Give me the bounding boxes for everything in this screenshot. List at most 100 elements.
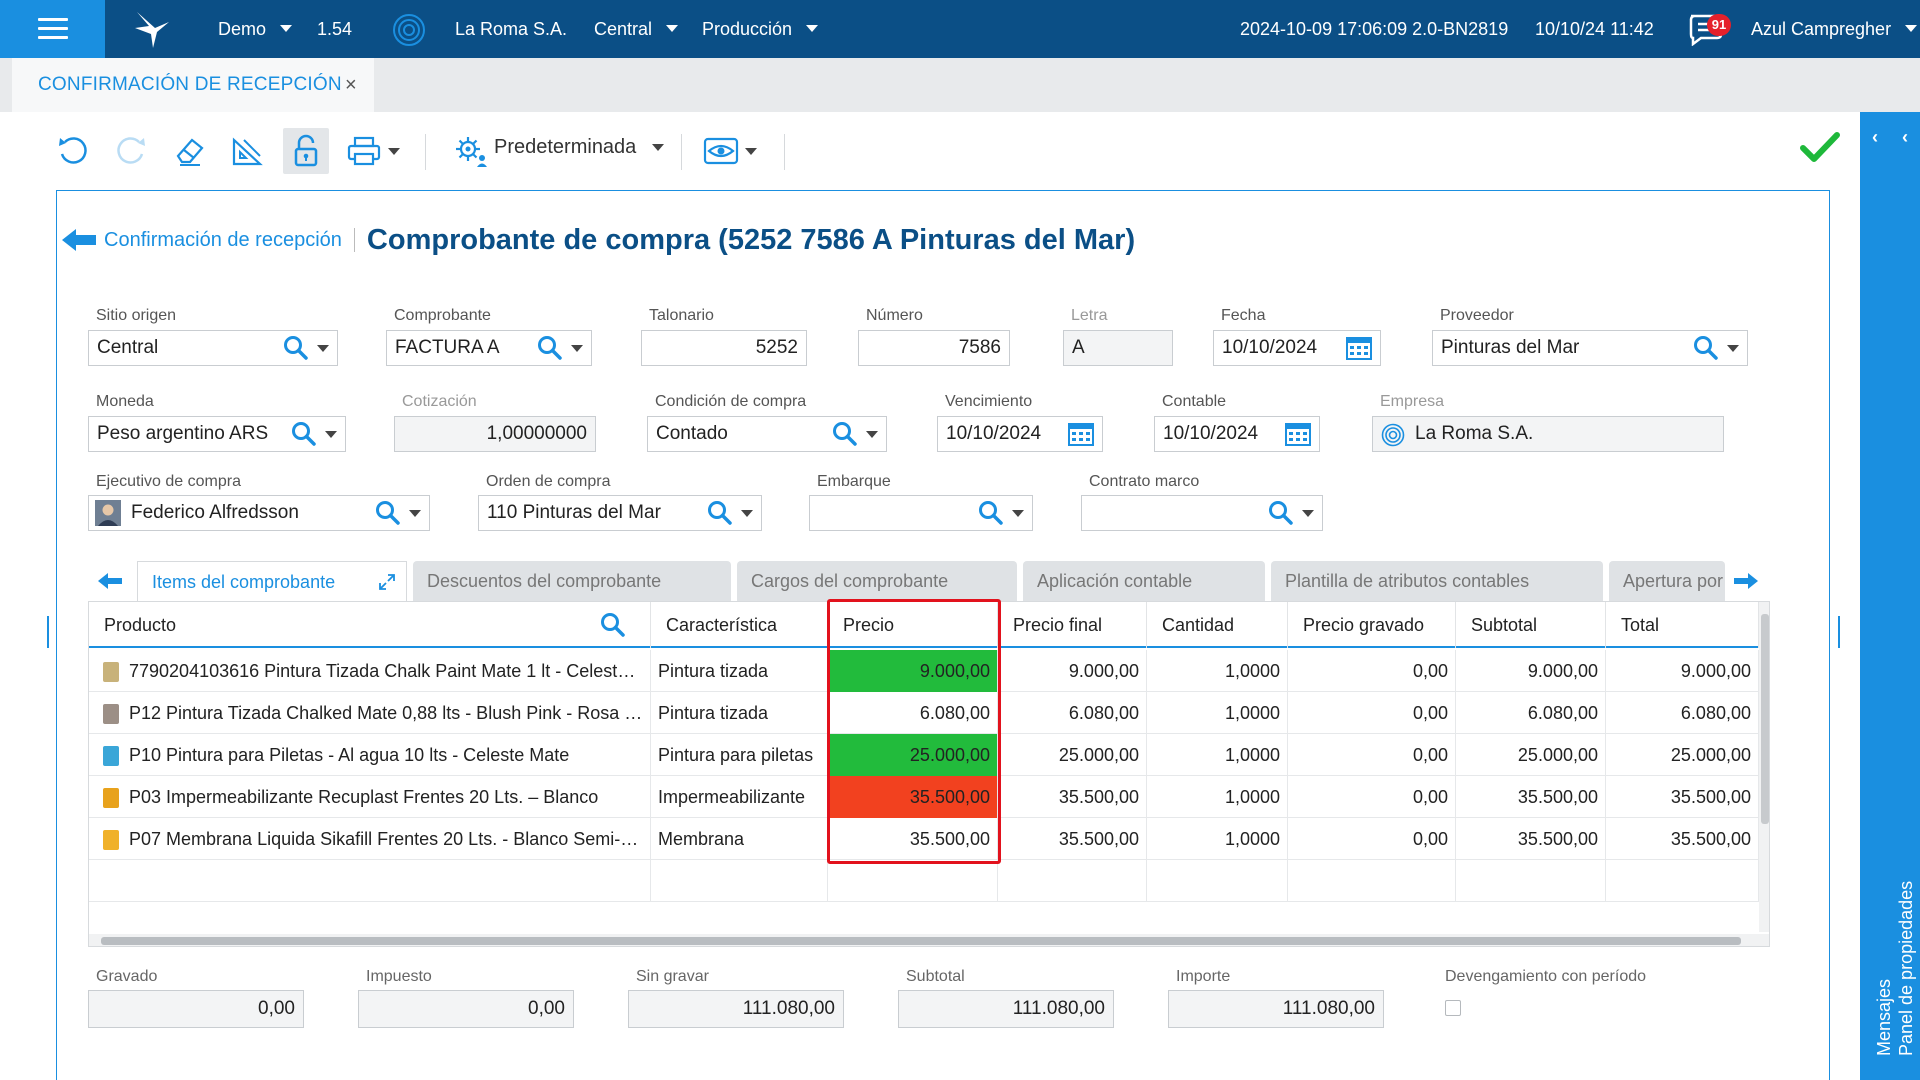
cell-cantidad[interactable]: 1,0000 bbox=[1147, 734, 1288, 776]
site-selector[interactable]: Central bbox=[594, 0, 679, 58]
tabs-scroll-right-button[interactable] bbox=[1724, 561, 1768, 601]
cell-total[interactable]: 25.000,00 bbox=[1606, 734, 1759, 776]
tab-cargos[interactable]: Cargos del comprobante bbox=[737, 561, 1017, 601]
chevron-down-icon[interactable] bbox=[325, 430, 337, 438]
chevron-down-icon[interactable] bbox=[741, 509, 753, 517]
vencimiento-field[interactable]: 10/10/2024 bbox=[937, 416, 1103, 452]
cell-precio[interactable]: 25.000,00 bbox=[828, 734, 998, 776]
tab-items[interactable]: Items del comprobante bbox=[137, 561, 407, 601]
cell-caracteristica[interactable]: Impermeabilizante bbox=[651, 776, 828, 818]
chevron-down-icon[interactable] bbox=[409, 509, 421, 517]
visibility-button[interactable] bbox=[703, 128, 765, 174]
cell-cantidad[interactable]: 1,0000 bbox=[1147, 650, 1288, 692]
cell-total[interactable]: 35.500,00 bbox=[1606, 776, 1759, 818]
cell-producto[interactable]: 7790204103616 Pintura Tizada Chalk Paint… bbox=[89, 650, 651, 692]
horizontal-scrollbar[interactable] bbox=[89, 934, 1769, 946]
messages-panel-tab[interactable]: Mensajes bbox=[1874, 978, 1894, 1056]
redo-button[interactable] bbox=[108, 128, 154, 174]
cell-precio-gravado[interactable]: 0,00 bbox=[1288, 734, 1456, 776]
condicion-field[interactable]: Contado bbox=[647, 416, 887, 452]
table-row[interactable]: P12 Pintura Tizada Chalked Mate 0,88 lts… bbox=[89, 692, 1759, 734]
cell-precio[interactable]: 35.500,00 bbox=[828, 818, 998, 860]
search-icon[interactable] bbox=[1693, 335, 1719, 361]
contrato-field[interactable] bbox=[1081, 495, 1323, 531]
cell-total[interactable]: 9.000,00 bbox=[1606, 650, 1759, 692]
proveedor-field[interactable]: Pinturas del Mar bbox=[1432, 330, 1748, 366]
cell-caracteristica[interactable]: Membrana bbox=[651, 818, 828, 860]
table-row[interactable]: P07 Membrana Liquida Sikafill Frentes 20… bbox=[89, 818, 1759, 860]
contable-field[interactable]: 10/10/2024 bbox=[1154, 416, 1320, 452]
properties-side-panel[interactable]: ‹ ‹ Mensajes Panel de propiedades bbox=[1860, 112, 1920, 1080]
calendar-icon[interactable] bbox=[1346, 335, 1372, 361]
breadcrumb-link[interactable]: Confirmación de recepción bbox=[104, 228, 342, 251]
chevron-down-icon[interactable] bbox=[866, 430, 878, 438]
cell-cantidad[interactable]: 1,0000 bbox=[1147, 818, 1288, 860]
cell-caracteristica[interactable] bbox=[651, 860, 828, 902]
table-row-empty[interactable] bbox=[89, 860, 1759, 902]
expand-icon[interactable] bbox=[378, 573, 396, 591]
cell-precio-gravado[interactable]: 0,00 bbox=[1288, 776, 1456, 818]
search-icon[interactable] bbox=[283, 335, 309, 361]
right-resize-handle[interactable] bbox=[1838, 616, 1840, 648]
column-header-subtotal[interactable]: Subtotal bbox=[1456, 602, 1606, 648]
undo-button[interactable] bbox=[50, 128, 96, 174]
cell-precio-gravado[interactable] bbox=[1288, 860, 1456, 902]
talonario-field[interactable]: 5252 bbox=[641, 330, 807, 366]
cell-precio-final[interactable]: 35.500,00 bbox=[998, 818, 1147, 860]
cell-producto[interactable] bbox=[89, 860, 651, 902]
cell-caracteristica[interactable]: Pintura tizada bbox=[651, 692, 828, 734]
orden-field[interactable]: 110 Pinturas del Mar bbox=[478, 495, 762, 531]
cell-precio[interactable]: 35.500,00 bbox=[828, 776, 998, 818]
column-header-precio-final[interactable]: Precio final bbox=[998, 602, 1147, 648]
cell-producto[interactable]: P10 Pintura para Piletas - Al agua 10 lt… bbox=[89, 734, 651, 776]
cell-subtotal[interactable]: 35.500,00 bbox=[1456, 818, 1606, 860]
eraser-button[interactable] bbox=[166, 128, 212, 174]
user-menu[interactable]: Azul Campregher bbox=[1751, 0, 1918, 58]
column-header-total[interactable]: Total bbox=[1606, 602, 1759, 648]
search-icon[interactable] bbox=[832, 421, 858, 447]
devengamiento-checkbox[interactable] bbox=[1445, 1000, 1461, 1016]
cell-producto[interactable]: P07 Membrana Liquida Sikafill Frentes 20… bbox=[89, 818, 651, 860]
organization-name[interactable]: La Roma S.A. bbox=[455, 19, 568, 39]
left-resize-handle[interactable] bbox=[47, 616, 49, 648]
cell-precio-final[interactable]: 6.080,00 bbox=[998, 692, 1147, 734]
document-tab[interactable]: CONFIRMACIÓN DE RECEPCIÓN × bbox=[12, 58, 374, 112]
side-panel-toggles[interactable]: ‹ ‹ bbox=[1860, 122, 1920, 152]
print-button[interactable] bbox=[346, 128, 406, 174]
tabs-scroll-left-button[interactable] bbox=[88, 561, 132, 601]
cell-precio-final[interactable]: 9.000,00 bbox=[998, 650, 1147, 692]
cell-cantidad[interactable] bbox=[1147, 860, 1288, 902]
tab-aplicacion-contable[interactable]: Aplicación contable bbox=[1023, 561, 1265, 601]
cell-cantidad[interactable]: 1,0000 bbox=[1147, 776, 1288, 818]
cell-subtotal[interactable]: 6.080,00 bbox=[1456, 692, 1606, 734]
cell-cantidad[interactable]: 1,0000 bbox=[1147, 692, 1288, 734]
cell-subtotal[interactable]: 9.000,00 bbox=[1456, 650, 1606, 692]
company-selector[interactable]: Demo bbox=[218, 0, 293, 58]
search-icon[interactable] bbox=[1268, 500, 1294, 526]
numero-field[interactable]: 7586 bbox=[858, 330, 1010, 366]
ejecutivo-field[interactable]: Federico Alfredsson bbox=[88, 495, 430, 531]
table-row[interactable]: P10 Pintura para Piletas - Al agua 10 lt… bbox=[89, 734, 1759, 776]
chevron-down-icon[interactable] bbox=[317, 344, 329, 352]
tab-apertura[interactable]: Apertura por bbox=[1609, 561, 1725, 601]
calendar-icon[interactable] bbox=[1285, 421, 1311, 447]
cell-precio-final[interactable]: 25.000,00 bbox=[998, 734, 1147, 776]
cell-total[interactable] bbox=[1606, 860, 1759, 902]
column-header-precio[interactable]: Precio bbox=[828, 602, 998, 648]
collapse-left-icon[interactable]: ‹ bbox=[1872, 126, 1878, 147]
table-row[interactable]: 7790204103616 Pintura Tizada Chalk Paint… bbox=[89, 650, 1759, 692]
column-header-cantidad[interactable]: Cantidad bbox=[1147, 602, 1288, 648]
cell-subtotal[interactable]: 25.000,00 bbox=[1456, 734, 1606, 776]
chevron-down-icon[interactable] bbox=[571, 344, 583, 352]
cell-precio[interactable] bbox=[828, 860, 998, 902]
chevron-down-icon[interactable] bbox=[1012, 509, 1024, 517]
cell-subtotal[interactable]: 35.500,00 bbox=[1456, 776, 1606, 818]
unlock-button[interactable] bbox=[283, 128, 329, 174]
cell-precio-final[interactable]: 35.500,00 bbox=[998, 776, 1147, 818]
properties-panel-tab[interactable]: Panel de propiedades bbox=[1896, 880, 1916, 1056]
comprobante-field[interactable]: FACTURA A bbox=[386, 330, 592, 366]
back-arrow-icon[interactable] bbox=[60, 227, 98, 253]
cell-precio[interactable]: 9.000,00 bbox=[828, 650, 998, 692]
close-tab-icon[interactable]: × bbox=[345, 74, 357, 96]
cell-precio-gravado[interactable]: 0,00 bbox=[1288, 650, 1456, 692]
